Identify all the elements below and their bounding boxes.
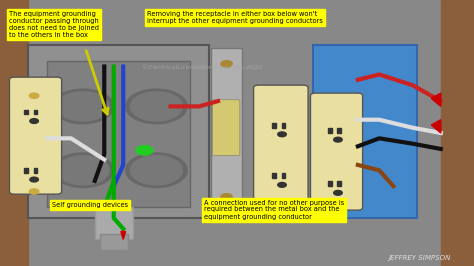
Circle shape (221, 194, 232, 200)
Bar (0, 0, 28, 266)
Circle shape (278, 132, 286, 137)
Circle shape (126, 89, 187, 124)
Text: A connection used for no other purpose is
required between the metal box and the: A connection used for no other purpose i… (204, 200, 344, 219)
Circle shape (30, 119, 38, 123)
Circle shape (221, 61, 232, 67)
Bar (337, 181, 341, 186)
Text: JEFFREY SIMPSON: JEFFREY SIMPSON (388, 255, 450, 261)
Bar (272, 123, 276, 128)
Bar (337, 128, 341, 133)
Bar (24, 168, 28, 173)
Circle shape (278, 182, 286, 187)
Bar (328, 181, 332, 186)
Circle shape (334, 190, 342, 195)
Bar (95, 207, 133, 239)
Bar (272, 173, 276, 178)
Circle shape (52, 89, 114, 124)
Circle shape (126, 153, 187, 188)
Bar (282, 123, 285, 128)
Polygon shape (431, 120, 441, 133)
FancyBboxPatch shape (47, 61, 190, 207)
Circle shape (52, 153, 114, 188)
Bar (282, 173, 285, 178)
Bar (100, 234, 128, 250)
Circle shape (29, 93, 39, 98)
Circle shape (130, 156, 182, 185)
FancyBboxPatch shape (9, 77, 62, 194)
Circle shape (57, 156, 109, 185)
FancyBboxPatch shape (212, 100, 240, 156)
Text: ©ElectricalLicenseRenewal.Com 2020: ©ElectricalLicenseRenewal.Com 2020 (142, 65, 262, 70)
Bar (34, 110, 37, 114)
Polygon shape (337, 207, 341, 218)
Circle shape (334, 137, 342, 142)
Circle shape (130, 92, 182, 121)
FancyBboxPatch shape (28, 45, 209, 218)
FancyBboxPatch shape (313, 45, 417, 218)
Bar (34, 168, 37, 173)
Polygon shape (121, 231, 126, 239)
Circle shape (57, 92, 109, 121)
FancyBboxPatch shape (310, 93, 363, 210)
Bar (328, 128, 332, 133)
FancyBboxPatch shape (254, 85, 308, 202)
Text: Self grounding devices: Self grounding devices (52, 202, 128, 208)
Bar (441, 0, 474, 266)
Text: Removing the receptacle in either box below won't
interrupt the other equipment : Removing the receptacle in either box be… (147, 11, 323, 24)
Polygon shape (431, 93, 441, 106)
Circle shape (29, 189, 39, 194)
Circle shape (30, 177, 38, 182)
FancyBboxPatch shape (211, 48, 242, 213)
Text: The equipment grounding
conductor passing through
does not need to be joined
to : The equipment grounding conductor passin… (9, 11, 100, 38)
Circle shape (136, 146, 153, 155)
Bar (24, 110, 28, 114)
